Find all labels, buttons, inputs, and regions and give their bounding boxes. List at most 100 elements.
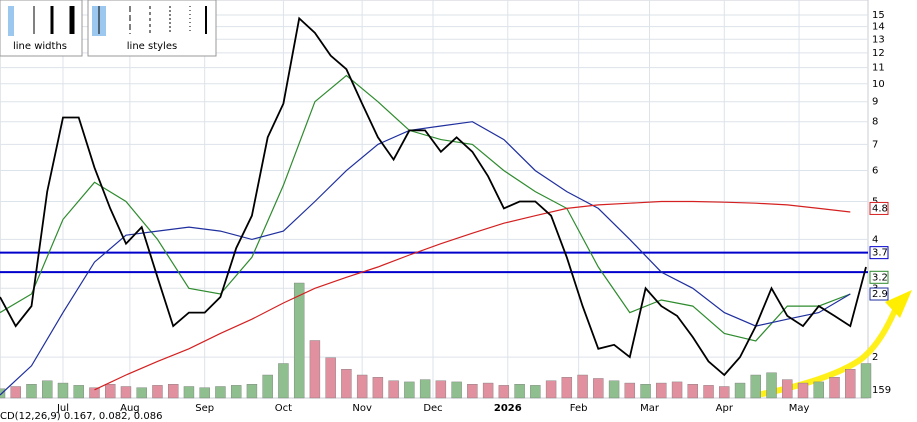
x-tick-label: Apr — [716, 403, 734, 414]
x-tick-label: Aug — [120, 403, 140, 414]
volume-bar — [26, 384, 37, 399]
volume-bar — [640, 384, 651, 399]
toolbar-label: line styles — [127, 41, 177, 52]
volume-bar — [10, 386, 21, 399]
volume-bar — [750, 374, 761, 399]
y-tick-label: 8 — [872, 117, 878, 128]
volume-bar — [829, 377, 840, 399]
volume-bar — [404, 381, 415, 399]
volume-bar — [419, 379, 431, 399]
volume-bar — [734, 382, 746, 399]
volume-bar — [372, 377, 384, 399]
volume-bar — [797, 382, 809, 399]
x-tick-label: Jul — [56, 403, 69, 414]
volume-bar — [73, 385, 84, 399]
volume-bar — [719, 386, 730, 399]
y-tick-label: 13 — [872, 34, 885, 45]
volume-bar — [482, 382, 494, 399]
volume-bar — [860, 363, 872, 399]
annotation-arrow — [759, 307, 898, 397]
value-tag-box — [869, 270, 889, 284]
line-styles-box[interactable] — [87, 0, 217, 57]
volume-bar — [624, 382, 636, 399]
volume-bar — [656, 382, 667, 399]
indicator-label: CD(12,26,9) 0.167, 0.082, 0.086 — [0, 411, 162, 422]
volume-bar — [608, 380, 620, 399]
x-tick-label: Mar — [640, 403, 660, 414]
volume-bar — [230, 385, 242, 399]
volume-bar — [561, 377, 573, 399]
volume-bar — [388, 380, 399, 399]
x-tick-label: 2026 — [494, 403, 522, 414]
value-tag: 3.7 — [872, 248, 888, 259]
value-tag-box — [869, 287, 889, 301]
volume-bar — [183, 386, 195, 399]
y-tick-label: 10 — [872, 79, 885, 90]
volume-bar — [57, 382, 69, 399]
volume-bar — [120, 386, 132, 399]
volume-bar — [152, 385, 163, 399]
volume-bar — [514, 384, 525, 399]
volume-bar — [262, 374, 273, 399]
volume-bar — [467, 384, 478, 399]
moving-average — [0, 121, 851, 396]
value-tag: 2.9 — [872, 289, 888, 300]
y-tick-label: 4 — [872, 234, 878, 245]
y-tick-label: 12 — [872, 48, 885, 59]
volume-bar — [703, 385, 714, 399]
x-tick-label: Dec — [423, 403, 442, 414]
volume-bar — [136, 387, 147, 399]
volume-bar — [309, 340, 321, 399]
x-tick-label: Feb — [570, 403, 588, 414]
x-tick-label: May — [789, 403, 810, 414]
volume-bar — [813, 381, 824, 399]
annotation-arrow-head — [885, 290, 912, 318]
volume-bar — [246, 384, 258, 399]
volume-bar — [293, 282, 305, 399]
selected-width — [8, 6, 14, 36]
volume-bar — [89, 387, 100, 399]
y-tick-label: 6 — [872, 166, 878, 177]
moving-average — [0, 74, 851, 342]
volume-bar — [435, 380, 447, 399]
volume-bar — [530, 385, 541, 399]
y-tick-label: 15 — [872, 10, 885, 21]
volume-tag: 159 — [872, 385, 891, 396]
y-tick-label: 9 — [872, 97, 878, 108]
value-tag: 4.8 — [872, 203, 888, 214]
x-tick-label: Nov — [352, 403, 372, 414]
volume-bar — [577, 374, 588, 399]
value-tag-box — [869, 246, 889, 260]
volume-bar — [325, 357, 336, 399]
volume-bar — [545, 380, 557, 399]
volume-bar — [845, 369, 856, 399]
volume-bar — [451, 381, 462, 399]
volume-bar — [498, 385, 510, 399]
volume-bar — [167, 384, 179, 399]
moving-average — [94, 200, 851, 391]
y-tick-label: 14 — [872, 22, 885, 33]
price-line — [0, 16, 867, 377]
y-tick-label: 7 — [872, 139, 878, 150]
volume-bar — [782, 379, 793, 399]
value-tag-box — [869, 201, 889, 215]
volume-bar — [341, 369, 352, 399]
toolbar: line widths line styles — [0, 0, 217, 57]
volume-bar — [687, 384, 698, 399]
volume-bar — [671, 381, 683, 399]
volume-bar — [199, 387, 210, 399]
y-tick-label: 2 — [872, 352, 878, 363]
volume-bar — [215, 386, 226, 399]
volume-bar — [593, 378, 604, 399]
y-tick-label: 11 — [872, 63, 885, 74]
volume-bar — [105, 384, 116, 399]
toolbar-label: line widths — [13, 41, 67, 52]
volume-bar — [42, 380, 53, 399]
value-tag: 3.2 — [872, 272, 888, 283]
x-tick-label: Sep — [195, 403, 214, 414]
volume-bar — [356, 374, 368, 399]
volume-bar — [766, 372, 777, 399]
volume-bar — [278, 363, 289, 399]
x-tick-label: Oct — [275, 403, 292, 414]
